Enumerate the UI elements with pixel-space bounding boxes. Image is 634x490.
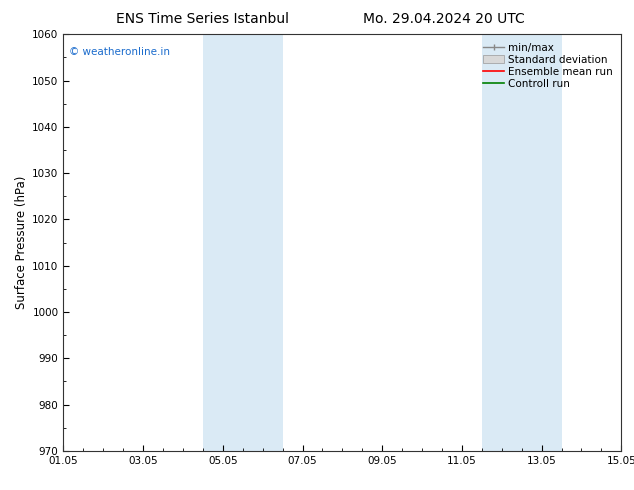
Text: © weatheronline.in: © weatheronline.in bbox=[69, 47, 170, 57]
Text: ENS Time Series Istanbul: ENS Time Series Istanbul bbox=[117, 12, 289, 26]
Legend: min/max, Standard deviation, Ensemble mean run, Controll run: min/max, Standard deviation, Ensemble me… bbox=[480, 40, 616, 92]
Bar bbox=[203, 34, 283, 451]
Y-axis label: Surface Pressure (hPa): Surface Pressure (hPa) bbox=[15, 176, 28, 309]
Bar bbox=[482, 34, 562, 451]
Text: Mo. 29.04.2024 20 UTC: Mo. 29.04.2024 20 UTC bbox=[363, 12, 525, 26]
